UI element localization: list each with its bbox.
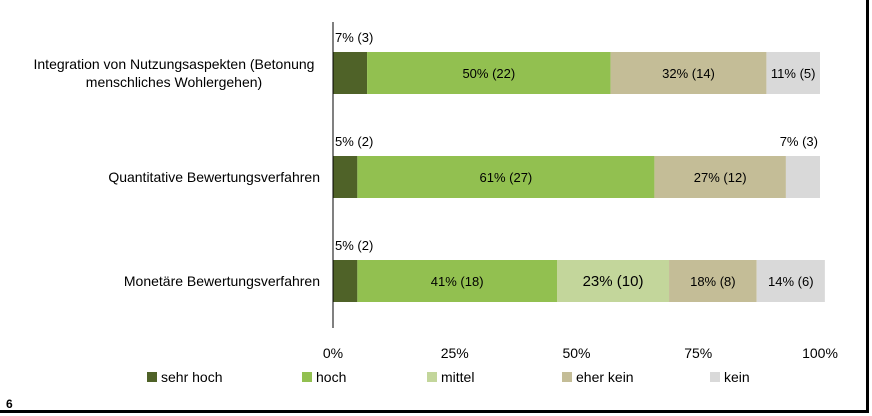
data-label: 18% (8) <box>690 274 736 289</box>
x-tick-label: 75% <box>684 345 712 361</box>
category-label: Quantitative Bewertungsverfahren <box>108 169 320 185</box>
bar-segment <box>357 156 655 198</box>
data-label: 23% (10) <box>583 273 644 290</box>
data-labels: 7% (3) 50% (22) 32% (14) 11% (5) 5% (2) 61% (… <box>335 30 818 290</box>
data-label: 61% (27) <box>480 170 533 185</box>
legend-swatch <box>302 372 312 382</box>
bar-segment <box>333 52 368 94</box>
category-label: menschliches Wohlergehen) <box>86 74 262 90</box>
x-axis-ticks: 0% 25% 50% 75% 100% <box>323 345 838 361</box>
data-label: 50% (22) <box>462 66 515 81</box>
category-labels: Integration von Nutzungsaspekten (Betonu… <box>34 56 320 289</box>
legend-swatch <box>427 372 437 382</box>
bar-segment <box>669 260 757 302</box>
data-label: 41% (18) <box>431 274 484 289</box>
bar-segment <box>357 260 558 302</box>
legend-label: kein <box>724 369 750 385</box>
x-tick-label: 50% <box>562 345 590 361</box>
x-tick-label: 0% <box>323 345 343 361</box>
x-tick-label: 100% <box>802 345 838 361</box>
legend-swatch <box>147 372 157 382</box>
data-label: 5% (2) <box>335 134 373 149</box>
bar-segment <box>785 156 820 198</box>
data-label: 7% (3) <box>335 30 373 45</box>
legend-label: sehr hoch <box>161 369 222 385</box>
bar-segment <box>557 260 670 302</box>
legend-label: mittel <box>441 369 474 385</box>
data-label: 14% (6) <box>768 274 814 289</box>
legend-swatch <box>710 372 720 382</box>
page-number: 6 <box>6 397 13 411</box>
bar-segment <box>756 260 825 302</box>
data-label: 27% (12) <box>694 170 747 185</box>
data-label: 32% (14) <box>662 66 715 81</box>
data-label: 11% (5) <box>771 66 816 81</box>
x-tick-label: 25% <box>441 345 469 361</box>
data-label: 7% (3) <box>780 134 818 149</box>
bar-segment <box>367 52 611 94</box>
legend-label: hoch <box>316 369 346 385</box>
legend-label: eher kein <box>576 369 634 385</box>
bar-segment <box>610 52 767 94</box>
bar-segment <box>333 156 358 198</box>
bar-segment <box>766 52 820 94</box>
category-label: Integration von Nutzungsaspekten (Betonu… <box>34 56 315 72</box>
bars <box>333 52 825 302</box>
legend-swatch <box>562 372 572 382</box>
bar-segment <box>333 260 358 302</box>
legend: sehr hoch hoch mittel eher kein kein <box>147 369 750 385</box>
bar-segment <box>654 156 786 198</box>
category-label: Monetäre Bewertungsverfahren <box>124 273 320 289</box>
data-label: 5% (2) <box>335 238 373 253</box>
